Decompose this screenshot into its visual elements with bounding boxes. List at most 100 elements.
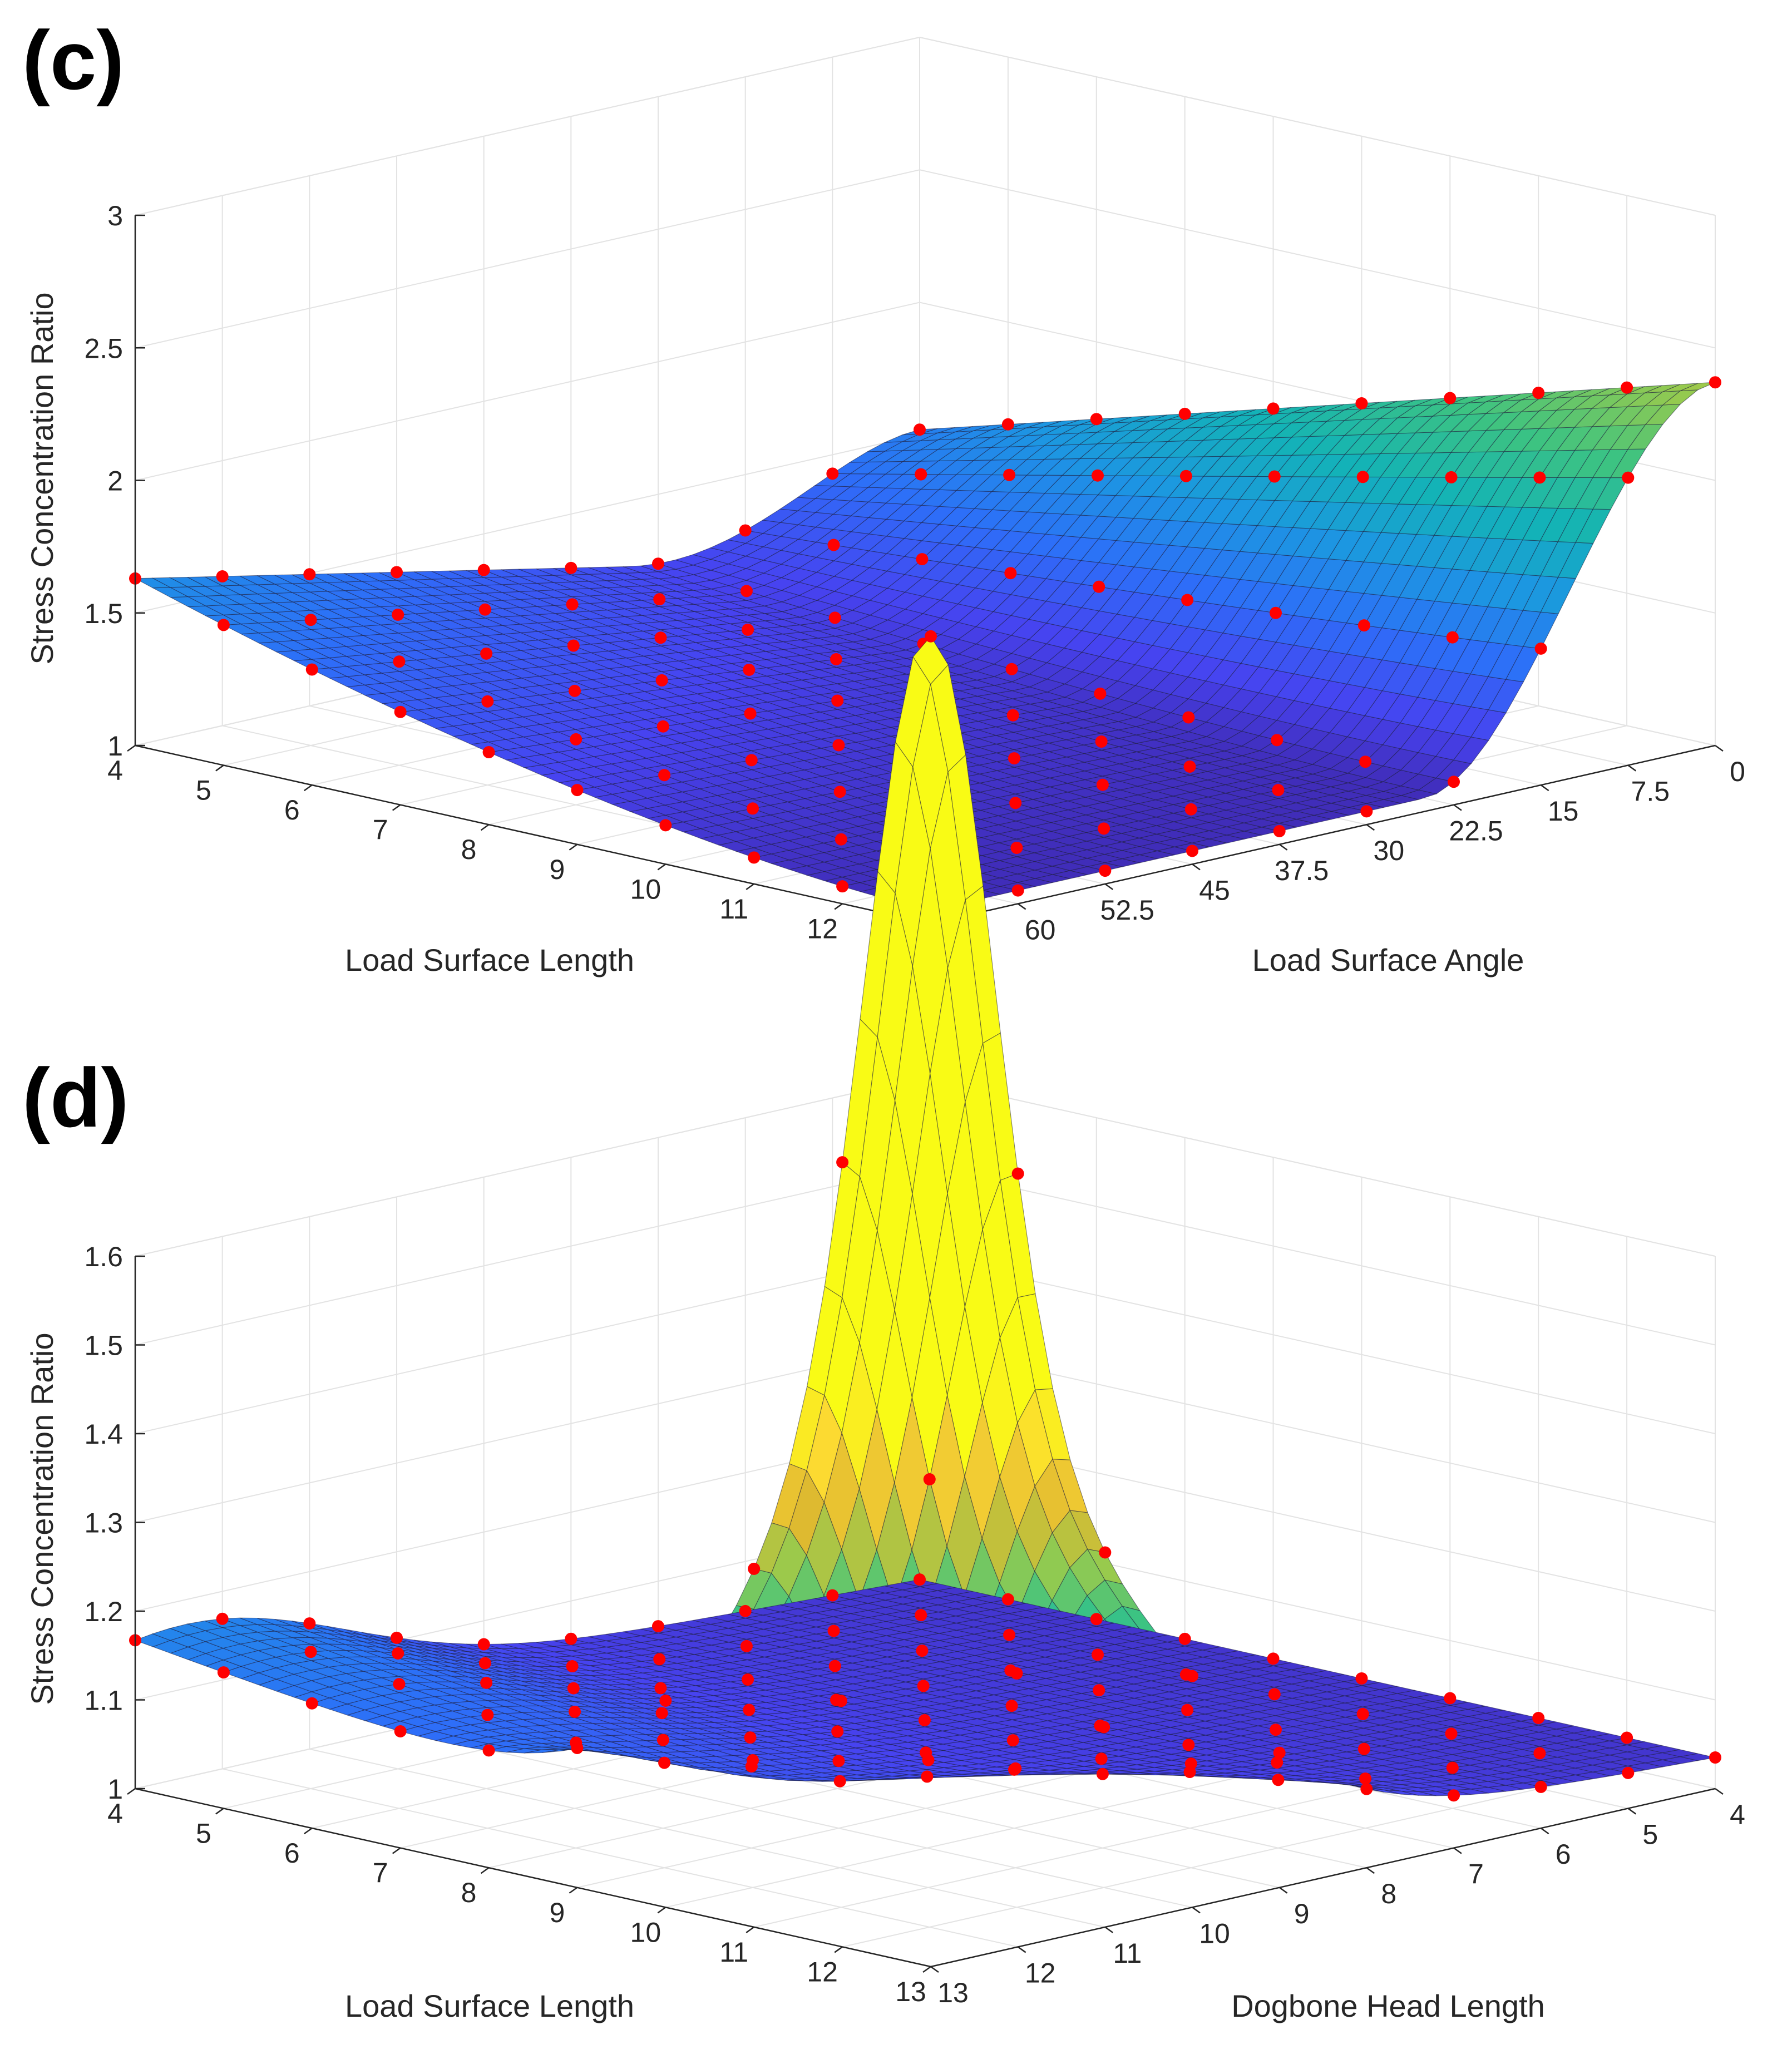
x-tick-label: 6	[284, 1838, 300, 1869]
sample-marker	[1360, 805, 1373, 818]
sample-marker	[1444, 1692, 1457, 1705]
z-tick-label: 2.5	[84, 333, 123, 364]
sample-marker	[658, 1756, 671, 1769]
sample-marker	[744, 707, 757, 720]
sample-marker	[828, 1660, 841, 1672]
sample-marker	[656, 1734, 669, 1746]
sample-marker	[655, 1707, 668, 1720]
sample-marker	[748, 851, 761, 864]
panel-c: 4567891011121367.56052.54537.53022.5157.…	[22, 13, 1745, 977]
sample-marker	[1622, 1766, 1635, 1779]
sample-marker	[1621, 1731, 1633, 1744]
sample-marker	[1004, 567, 1017, 580]
y-tick-label: 10	[1199, 1918, 1230, 1949]
sample-marker	[1272, 1774, 1285, 1786]
sample-marker	[1533, 471, 1546, 484]
sample-marker	[1001, 418, 1014, 431]
sample-marker	[655, 674, 668, 687]
sample-marker	[1356, 471, 1369, 483]
sample-marker	[569, 684, 581, 697]
x-axis-label: Load Surface Length	[345, 942, 634, 977]
sample-marker	[566, 598, 579, 611]
y-tick-label: 0	[1730, 756, 1745, 787]
sample-markers	[129, 630, 1721, 1802]
sample-marker	[826, 1589, 839, 1602]
sample-marker	[217, 1666, 230, 1679]
sample-marker	[1098, 1721, 1110, 1734]
sample-marker	[482, 1744, 495, 1757]
y-tick-label: 45	[1199, 875, 1230, 906]
sample-marker	[1273, 824, 1286, 837]
sample-marker	[478, 603, 491, 616]
sample-marker	[1621, 381, 1633, 394]
sample-marker	[1709, 376, 1721, 389]
sample-marker	[742, 1673, 754, 1686]
y-tick-label: 22.5	[1449, 816, 1503, 847]
z-tick-label: 1.2	[84, 1596, 123, 1627]
sample-marker	[652, 557, 664, 570]
sample-marker	[830, 653, 842, 665]
sample-marker	[1533, 1747, 1546, 1760]
surface	[134, 635, 1716, 1796]
sample-marker	[1096, 1767, 1109, 1780]
sample-marker	[1273, 1746, 1286, 1759]
sample-marker	[1709, 1751, 1721, 1764]
sample-marker	[391, 566, 403, 579]
sample-marker	[1011, 1167, 1024, 1180]
sample-marker	[1534, 642, 1547, 655]
sample-marker	[836, 1156, 849, 1169]
sample-marker	[477, 564, 490, 576]
sample-marker	[1268, 1688, 1281, 1701]
axis-lines	[127, 214, 1724, 930]
sample-marker	[481, 695, 494, 708]
sample-marker	[1005, 663, 1018, 675]
sample-marker	[659, 819, 672, 832]
sample-marker	[1270, 1724, 1282, 1736]
sample-marker	[1271, 1756, 1283, 1769]
sample-marker	[748, 1562, 761, 1575]
sample-marker	[1095, 735, 1108, 748]
sample-marker	[303, 1617, 316, 1630]
sample-marker	[571, 784, 584, 797]
sample-marker	[1090, 413, 1103, 426]
sample-marker	[1359, 756, 1372, 768]
sample-marker	[1009, 1762, 1022, 1775]
x-tick-label: 8	[461, 1877, 477, 1908]
sample-marker	[1092, 469, 1104, 482]
sample-marker	[1448, 1789, 1460, 1802]
sample-marker	[477, 1638, 490, 1651]
z-tick-label: 1.3	[84, 1508, 123, 1539]
panel-label: (d)	[22, 1051, 129, 1144]
sample-marker	[1006, 1734, 1019, 1747]
sample-marker	[1448, 776, 1460, 788]
sample-marker	[391, 1631, 403, 1644]
sample-marker	[392, 1647, 404, 1660]
sample-marker	[740, 585, 753, 598]
sample-marker	[394, 705, 407, 718]
sample-marker	[1446, 1761, 1459, 1774]
sample-marker	[1178, 1632, 1191, 1645]
sample-marker	[1010, 841, 1023, 854]
sample-marker	[835, 833, 847, 846]
sample-marker	[394, 1725, 407, 1737]
sample-marker	[565, 561, 577, 574]
sample-marker	[393, 1678, 406, 1691]
y-tick-label: 11	[1113, 1938, 1142, 1969]
sample-marker	[921, 1770, 934, 1783]
sample-marker	[393, 655, 406, 668]
y-tick-label: 12	[1025, 1957, 1056, 1988]
sample-marker	[1186, 845, 1198, 857]
sample-marker	[1011, 884, 1024, 897]
sample-marker	[833, 786, 846, 798]
sample-marker	[831, 1725, 844, 1738]
sample-marker	[1359, 1772, 1372, 1785]
y-axis-label: Dogbone Head Length	[1231, 1988, 1545, 2023]
sample-marker	[914, 423, 926, 436]
sample-marker	[566, 1660, 579, 1673]
axis-lines	[127, 1255, 1724, 1973]
sample-marker	[835, 1695, 847, 1707]
sample-marker	[1445, 471, 1458, 483]
sample-marker	[832, 1755, 845, 1767]
sample-marker	[1009, 797, 1022, 809]
sample-marker	[303, 568, 316, 581]
